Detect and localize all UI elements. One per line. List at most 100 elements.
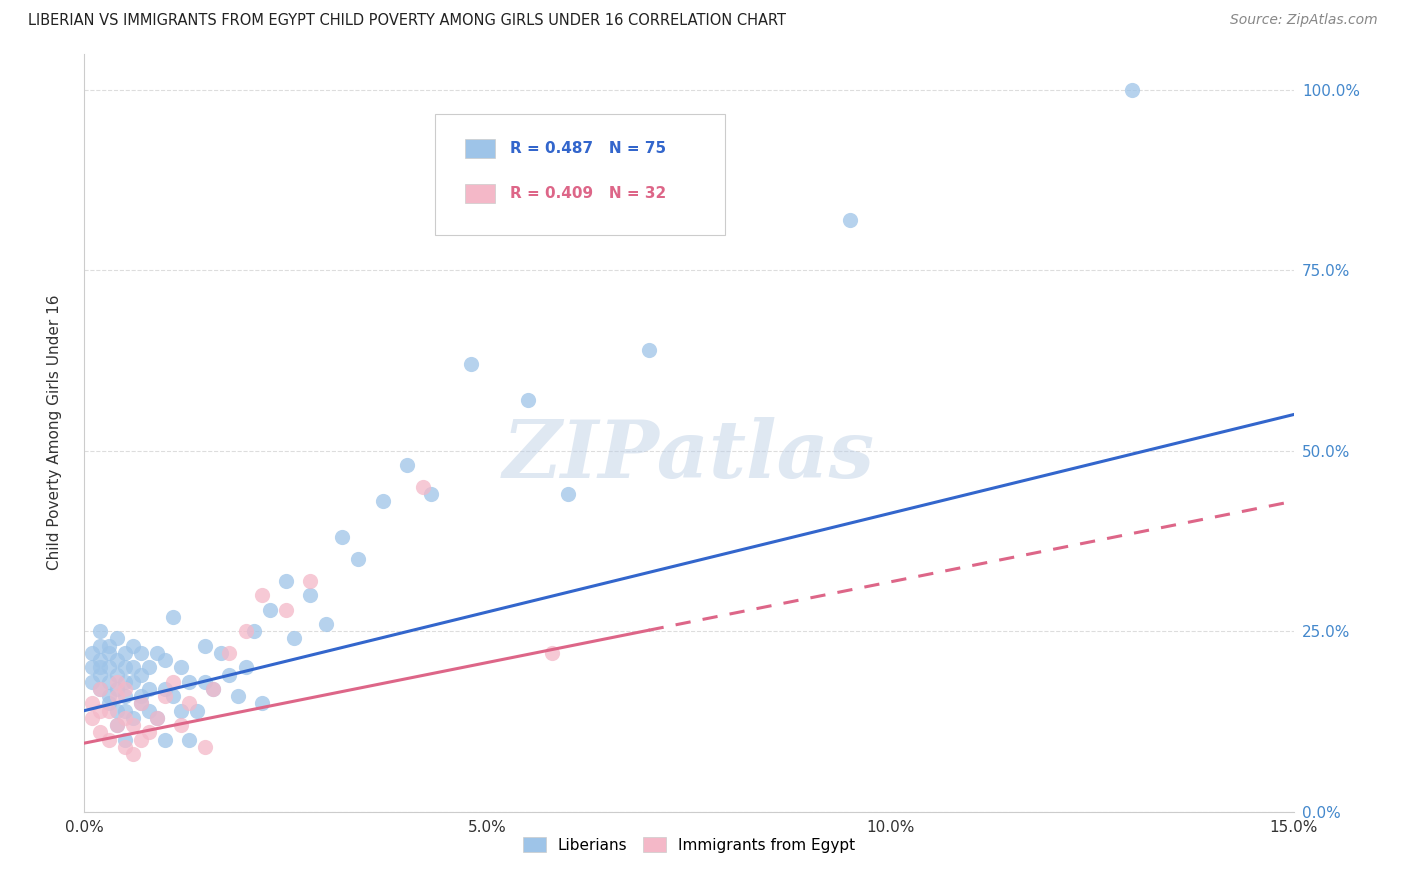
Point (170, 660, 193, 674)
Point (637, 343, 659, 357)
Point (194, 639, 217, 653)
Point (250, 697, 273, 711)
Point (146, 711, 169, 725)
Point (153, 653, 176, 667)
Point (105, 718, 128, 732)
Point (121, 711, 143, 725)
Point (235, 624, 257, 639)
Point (170, 704, 193, 718)
Point (138, 704, 160, 718)
Point (129, 667, 152, 681)
Point (114, 704, 136, 718)
Point (557, 487, 579, 501)
Point (129, 689, 152, 703)
Point (105, 674, 128, 689)
Point (114, 711, 136, 725)
Point (97, 697, 120, 711)
Point (153, 689, 176, 703)
Point (121, 639, 143, 653)
Point (460, 357, 482, 371)
Point (153, 732, 176, 747)
Point (420, 487, 443, 501)
Point (299, 588, 322, 602)
Point (121, 718, 143, 732)
Point (179, 732, 201, 747)
Point (82, 660, 104, 674)
Point (162, 674, 184, 689)
Text: LIBERIAN VS IMMIGRANTS FROM EGYPT CHILD POVERTY AMONG GIRLS UNDER 16 CORRELATION: LIBERIAN VS IMMIGRANTS FROM EGYPT CHILD … (28, 13, 786, 29)
Point (114, 646, 136, 660)
Point (89, 660, 111, 674)
Point (194, 674, 217, 689)
Point (89, 681, 111, 696)
Point (242, 624, 264, 639)
Point (97, 660, 120, 674)
Point (179, 674, 201, 689)
Point (218, 646, 240, 660)
Point (114, 732, 136, 747)
Point (162, 689, 184, 703)
Point (250, 588, 273, 602)
Point (138, 725, 160, 739)
Point (516, 393, 538, 408)
Legend: Liberians, Immigrants from Egypt: Liberians, Immigrants from Egypt (516, 830, 862, 859)
Point (105, 667, 128, 681)
Point (89, 624, 111, 639)
Point (105, 632, 128, 646)
Y-axis label: Child Poverty Among Girls Under 16: Child Poverty Among Girls Under 16 (48, 295, 62, 570)
Point (89, 653, 111, 667)
Point (129, 732, 152, 747)
Point (97, 674, 120, 689)
Point (82, 674, 104, 689)
Point (1121, 82, 1143, 96)
Point (97, 689, 120, 703)
Point (179, 697, 201, 711)
Point (226, 689, 249, 703)
Point (259, 602, 281, 616)
Point (121, 674, 143, 689)
Point (105, 704, 128, 718)
Point (186, 704, 208, 718)
Point (114, 689, 136, 703)
Point (330, 530, 353, 544)
Point (395, 458, 418, 472)
Point (89, 639, 111, 653)
Point (218, 667, 240, 681)
Point (315, 617, 337, 632)
Point (97, 704, 120, 718)
Point (105, 681, 128, 696)
FancyBboxPatch shape (465, 139, 495, 158)
Point (114, 660, 136, 674)
Point (89, 704, 111, 718)
Point (129, 697, 152, 711)
FancyBboxPatch shape (465, 185, 495, 203)
Point (129, 697, 152, 711)
Point (371, 494, 394, 508)
Text: ZIPatlas: ZIPatlas (503, 417, 875, 494)
Point (839, 212, 862, 227)
Point (283, 632, 305, 646)
Point (105, 689, 128, 703)
Text: Source: ZipAtlas.com: Source: ZipAtlas.com (1230, 13, 1378, 28)
Point (89, 725, 111, 739)
Point (89, 681, 111, 696)
Text: R = 0.487   N = 75: R = 0.487 N = 75 (510, 141, 666, 156)
Point (97, 646, 120, 660)
Point (146, 646, 169, 660)
Point (235, 660, 257, 674)
Point (138, 660, 160, 674)
Point (97, 639, 120, 653)
Point (299, 574, 322, 588)
Point (89, 667, 111, 681)
Point (97, 732, 120, 747)
Point (146, 711, 169, 725)
Point (209, 646, 232, 660)
Point (82, 646, 104, 660)
Point (170, 718, 193, 732)
Point (121, 747, 143, 761)
Point (274, 602, 297, 616)
Point (202, 681, 225, 696)
Point (412, 480, 434, 494)
Point (114, 674, 136, 689)
Point (82, 711, 104, 725)
